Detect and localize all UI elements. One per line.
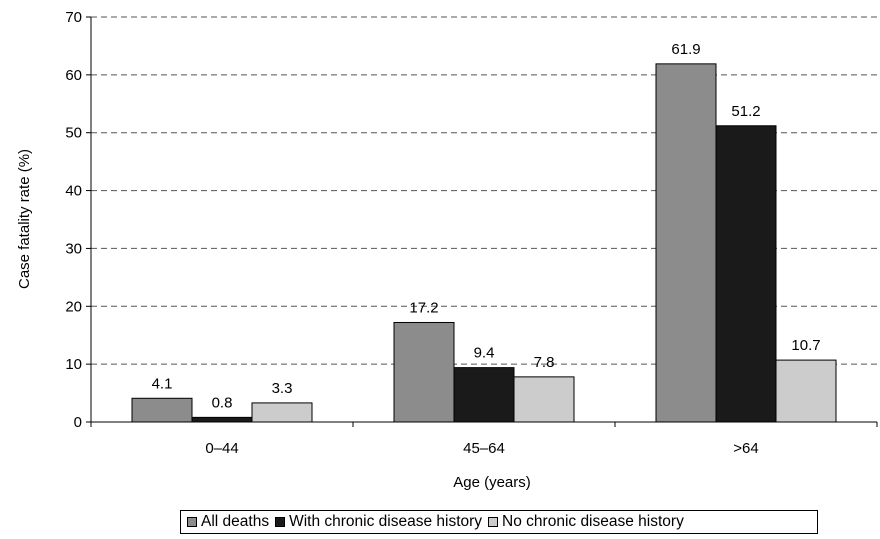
x-tick-label: >64 [733, 440, 758, 457]
legend-label: No chronic disease history [502, 513, 684, 530]
legend-entry: All deaths [187, 513, 269, 531]
y-tick-label: 50 [65, 125, 82, 142]
data-label: 9.4 [474, 345, 495, 362]
y-tick-label: 30 [65, 240, 82, 257]
data-label: 10.7 [791, 337, 820, 354]
legend: All deaths With chronic disease history No… [180, 510, 818, 534]
y-tick-label: 20 [65, 298, 82, 315]
legend-entry: No chronic disease history [488, 513, 684, 531]
legend-swatch [187, 517, 197, 527]
bar [513, 376, 575, 423]
legend-label: All deaths [201, 513, 270, 530]
y-tick-label: 40 [65, 183, 82, 200]
bar [775, 359, 837, 423]
data-label: 3.3 [272, 380, 293, 397]
grid-lines [91, 16, 877, 365]
legend-label: With chronic disease history [289, 513, 483, 530]
x-tick-label: 0–44 [205, 440, 238, 457]
data-label: 61.9 [671, 41, 700, 58]
bar [393, 321, 455, 423]
y-tick-label: 0 [74, 414, 82, 431]
y-tick-label: 60 [65, 67, 82, 84]
bars [131, 63, 837, 423]
x-tick-label: 45–64 [463, 440, 505, 457]
bar [191, 416, 253, 423]
x-axis-title: Age (years) [453, 474, 531, 491]
bar [715, 125, 777, 423]
legend-entry: With chronic disease history [275, 513, 482, 531]
bar [655, 63, 717, 423]
y-axis-title: Case fatality rate (%) [16, 149, 33, 289]
bar [251, 402, 313, 423]
bar-chart: 0 10 20 30 40 50 60 70 0–44 45–64 >64 4.1 0.8 3.3 17.… [16, 9, 878, 491]
bar [453, 367, 515, 423]
data-label: 0.8 [212, 394, 233, 411]
data-labels: 4.1 0.8 3.3 17.2 9.4 7.8 61.9 51.2 10.7 [152, 41, 821, 412]
y-tick-label: 70 [65, 9, 82, 26]
y-tick-label: 10 [65, 356, 82, 373]
axes: 0 10 20 30 40 50 60 70 0–44 45–64 >64 [65, 9, 878, 457]
data-label: 7.8 [534, 354, 555, 371]
data-label: 17.2 [409, 299, 438, 316]
legend-swatch [488, 517, 499, 527]
legend-swatch [275, 517, 286, 527]
bar [131, 397, 193, 423]
data-label: 51.2 [731, 103, 760, 120]
data-label: 4.1 [152, 375, 173, 392]
